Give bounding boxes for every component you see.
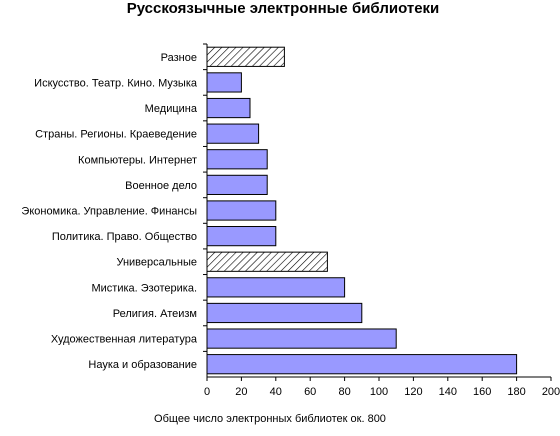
x-tick-label: 40 [270,386,282,398]
category-label: Мистика. Эзотерика. [92,282,198,294]
x-axis-label: Общее число электронных библиотек ок. 80… [154,413,386,425]
x-tick-label: 60 [304,386,316,398]
x-tick-label: 120 [404,386,422,398]
bars-group [206,46,518,375]
bar [206,46,285,67]
bar [206,123,260,144]
category-label: Экономика. Управление. Финансы [21,206,197,218]
category-label: Искусство. Театр. Кино. Музыка [34,77,198,89]
x-tick-label: 80 [338,386,350,398]
category-labels: Разное Искусство. Театр. Кино. Музыка Меди… [21,43,207,371]
category-label: Универсальные [116,257,197,269]
bar [206,251,328,272]
bar [206,174,268,195]
x-tick-label: 180 [507,386,525,398]
bar [206,200,277,221]
x-tick-label: 100 [370,386,388,398]
x-tick-label: 140 [439,386,457,398]
x-tick-label: 20 [235,386,247,398]
x-tick-label: 0 [204,386,210,398]
category-label: Политика. Право. Общество [52,231,197,243]
bar [206,277,346,298]
bar [206,149,268,170]
bar [206,72,242,93]
bar [206,226,277,247]
category-label: Наука и образование [88,359,197,371]
chart-title: Русскоязычные электронные библиотеки [127,0,440,17]
category-label: Страны. Регионы. Краеведение [35,129,197,141]
category-label: Компьютеры. Интернет [78,154,197,166]
bar [206,328,397,349]
category-label: Военное дело [125,180,197,192]
bar [206,302,363,324]
category-label: Медицина [145,103,198,115]
category-label: Художественная литература [51,334,198,346]
bar [206,354,518,375]
x-axis: 0 20 40 60 80 100 120 140 160 180 200 [204,376,560,398]
x-tick-label: 200 [542,386,560,398]
category-label: Религия. Атеизм [113,308,197,320]
bar [206,97,251,119]
x-tick-label: 160 [473,386,491,398]
category-label: Разное [161,52,197,64]
